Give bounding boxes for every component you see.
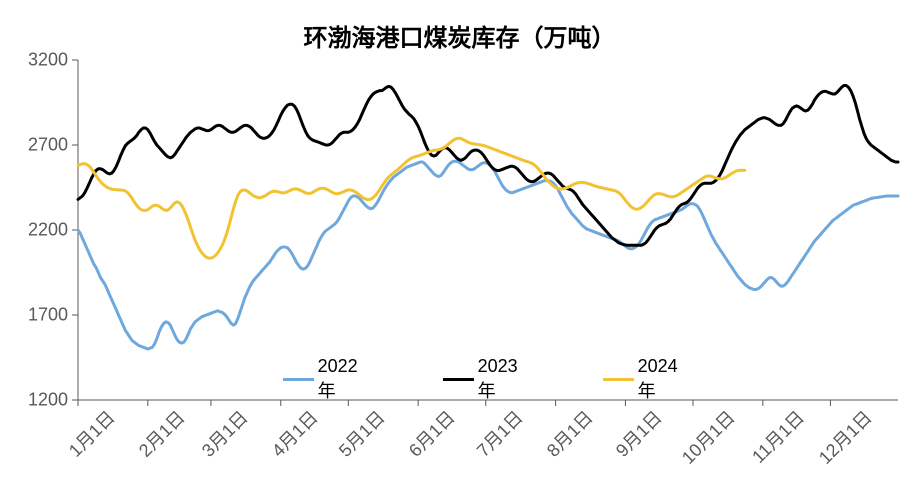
legend: 2022年 2023年 2024年 [283,356,693,403]
legend-item: 2023年 [443,356,533,403]
x-tick-label: 10月1日 [675,404,740,469]
x-tick-label: 7月1日 [470,404,528,462]
x-tick-label: 8月1日 [540,404,598,462]
series-line [78,161,898,349]
x-tick-label: 4月1日 [265,404,323,462]
legend-label: 2022年 [318,356,373,403]
y-tick-label: 1200 [28,390,78,411]
coal-inventory-chart: 环渤海港口煤炭库存（万吨） 2022年 2023年 2024年 1200 1700 22… [0,0,919,501]
legend-label: 2024年 [638,356,693,403]
legend-swatch [283,378,314,381]
x-tick-label: 9月1日 [610,404,668,462]
legend-label: 2023年 [478,356,533,403]
chart-svg [78,60,898,400]
chart-title: 环渤海港口煤炭库存（万吨） [0,18,919,53]
x-tick-label: 5月1日 [332,404,390,462]
legend-item: 2022年 [283,356,373,403]
plot-area: 2022年2023年2024年 120017002200270032001月1日… [78,60,898,400]
x-tick-label: 3月1日 [195,404,253,462]
legend-item: 2024年 [603,356,693,403]
legend-swatch [603,378,634,381]
y-tick-label: 2700 [28,135,78,156]
legend-swatch [443,378,474,381]
x-tick-label: 1月1日 [62,404,120,462]
x-tick-label: 6月1日 [402,404,460,462]
x-tick-label: 2月1日 [132,404,190,462]
x-tick-label: 12月1日 [812,404,877,469]
y-tick-label: 1700 [28,305,78,326]
y-tick-label: 2200 [28,220,78,241]
y-tick-label: 3200 [28,50,78,71]
series-line [78,138,745,258]
x-tick-label: 11月1日 [745,404,809,468]
